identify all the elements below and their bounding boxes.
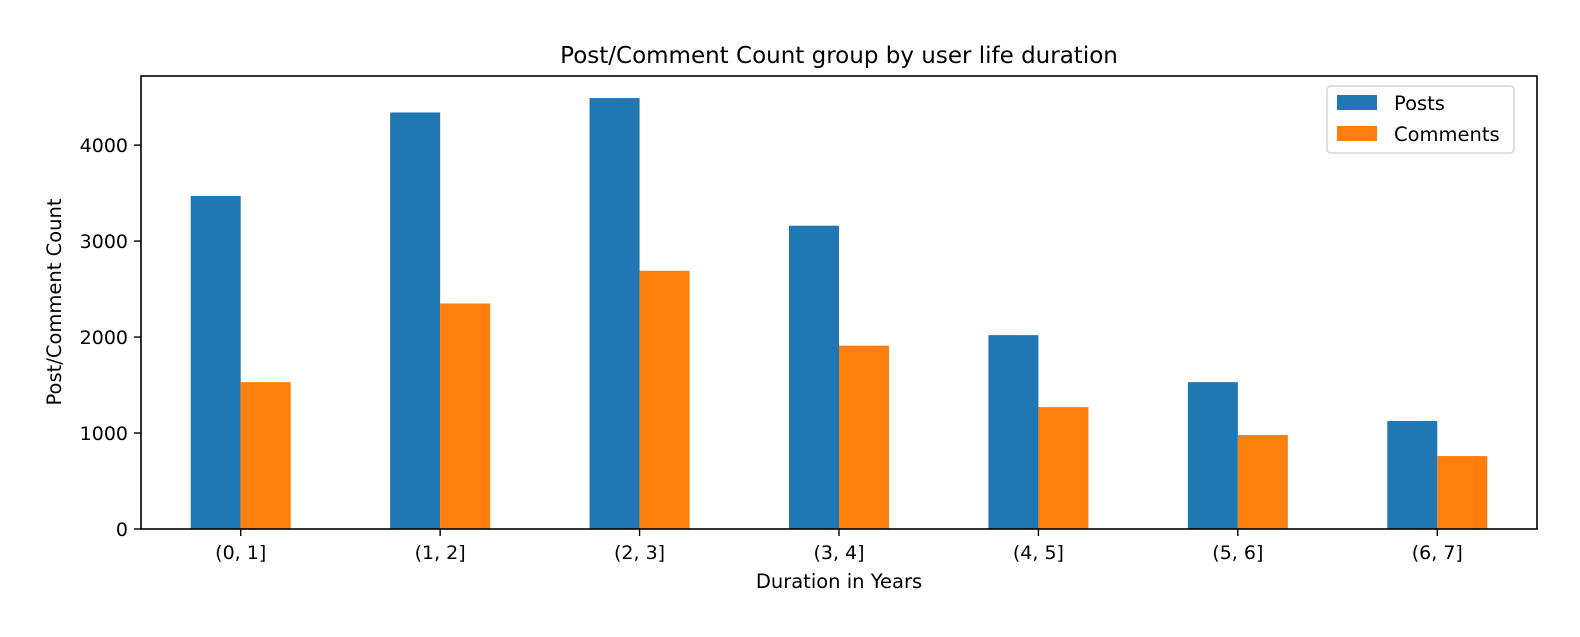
legend-swatch-comments bbox=[1337, 126, 1377, 141]
x-axis: (0, 1] (1, 2] (2, 3] (3, 4] (4, 5] (5, 6] (6, … bbox=[215, 529, 1463, 564]
bar-posts-5 bbox=[1187, 382, 1238, 529]
x-tick-label: (2, 3] bbox=[614, 542, 665, 564]
bar-posts-4 bbox=[988, 335, 1039, 529]
y-tick-label: 0 bbox=[116, 519, 128, 541]
bar-comments-5 bbox=[1237, 434, 1288, 529]
legend-label-comments: Comments bbox=[1394, 123, 1500, 146]
bar-comments-2 bbox=[639, 270, 690, 529]
bars-group bbox=[190, 98, 1488, 530]
legend-label-posts: Posts bbox=[1394, 92, 1445, 115]
bar-comments-6 bbox=[1437, 456, 1488, 529]
y-axis-label: Post/Comment Count bbox=[43, 198, 66, 405]
bar-posts-3 bbox=[789, 225, 839, 529]
bar-posts-0 bbox=[190, 195, 241, 530]
x-tick-label: (5, 6] bbox=[1212, 542, 1263, 564]
chart-title: Post/Comment Count group by user life du… bbox=[560, 43, 1118, 69]
bar-comments-3 bbox=[839, 345, 889, 529]
plot-frame bbox=[140, 75, 1538, 530]
bar-posts-2 bbox=[589, 98, 640, 529]
x-tick-label: (3, 4] bbox=[813, 542, 864, 564]
x-tick-label: (1, 2] bbox=[415, 542, 466, 564]
y-tick-label: 2000 bbox=[80, 327, 128, 349]
y-tick-label: 1000 bbox=[80, 423, 128, 445]
x-tick-label: (0, 1] bbox=[215, 542, 266, 564]
bar-posts-1 bbox=[390, 112, 441, 529]
y-tick-label: 4000 bbox=[80, 135, 128, 157]
bar-posts-6 bbox=[1387, 421, 1438, 529]
x-tick-label: (4, 5] bbox=[1013, 542, 1064, 564]
bar-comments-0 bbox=[240, 382, 291, 529]
legend-swatch-posts bbox=[1337, 95, 1377, 110]
y-axis: 0 1000 2000 3000 4000 bbox=[80, 135, 141, 541]
legend: Posts Comments bbox=[1326, 85, 1515, 154]
x-axis-label: Duration in Years bbox=[756, 570, 922, 593]
bar-comments-1 bbox=[440, 303, 491, 529]
y-tick-label: 3000 bbox=[80, 231, 128, 253]
bar-comments-4 bbox=[1038, 407, 1089, 529]
x-tick-label: (6, 7] bbox=[1412, 542, 1463, 564]
